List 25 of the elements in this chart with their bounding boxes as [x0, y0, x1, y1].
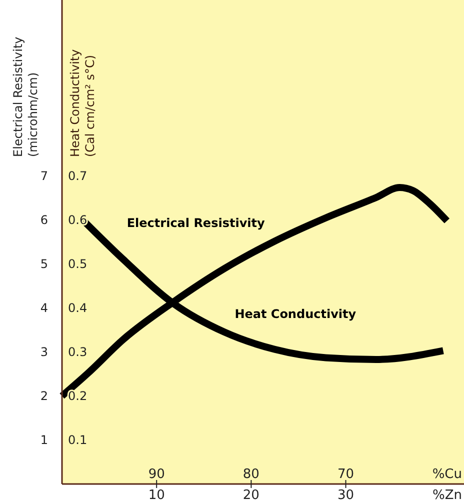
x2-axis-title: %Cu: [432, 467, 462, 482]
x2-tick-label: 70: [337, 467, 354, 482]
y2-tick-label: 0.7: [68, 169, 88, 184]
y-axis-title: Electrical Resistivity (microhm/cm): [11, 36, 40, 157]
series-label: Electrical Resistivity: [126, 216, 265, 230]
x2-tick-label: 90: [148, 467, 165, 482]
y2-tick-label: 0.2: [68, 389, 88, 404]
y-tick-label: 4: [40, 301, 48, 316]
y2-tick-label: 0.4: [68, 301, 88, 316]
y2-tick-label: 0.5: [68, 257, 88, 272]
x-tick-label: 10: [148, 488, 165, 503]
y-tick-label: 3: [40, 345, 48, 360]
y2-tick-label: 0.3: [68, 345, 88, 360]
y-tick-label: 2: [40, 389, 48, 404]
series-label: Heat Conductivity: [234, 307, 356, 322]
x-tick-label: 20: [242, 488, 260, 503]
y-tick-label: 6: [40, 213, 48, 228]
y-tick-label: 7: [40, 169, 48, 184]
y2-axis-title: Heat Conductivity (Cal cm/cm² s°C): [68, 49, 97, 157]
x-tick-label: 30: [337, 488, 354, 503]
y-tick-label: 5: [40, 257, 48, 272]
x-axis-title: %Zn: [432, 488, 462, 503]
y-tick-label: 1: [40, 433, 48, 448]
x2-tick-label: 80: [242, 467, 260, 482]
y2-tick-label: 0.1: [68, 433, 88, 448]
